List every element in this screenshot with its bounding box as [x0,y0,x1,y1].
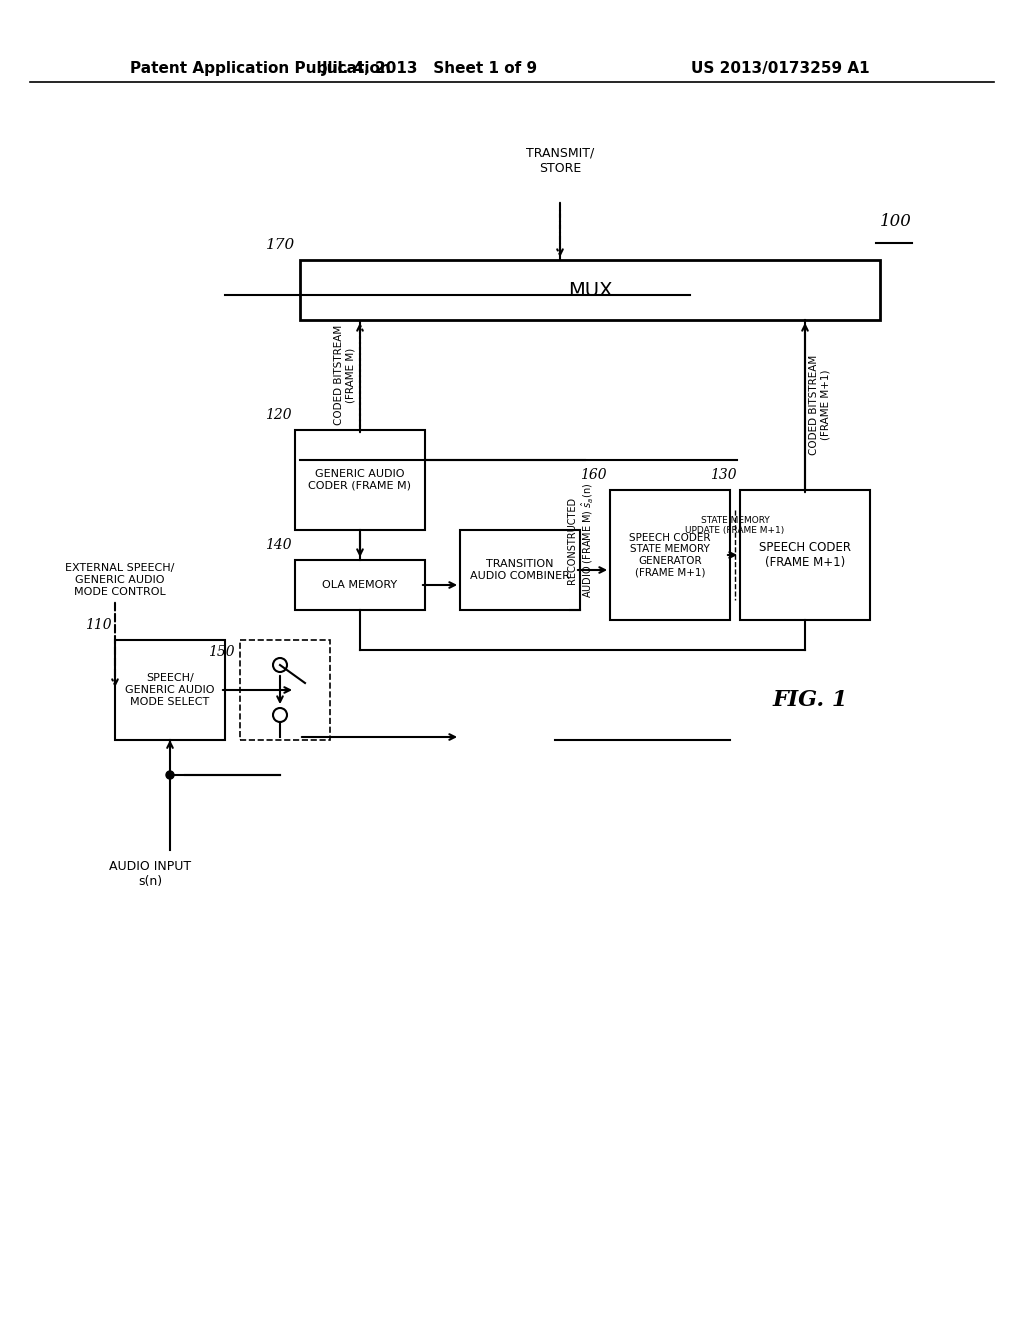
Text: TRANSITION
AUDIO COMBINER: TRANSITION AUDIO COMBINER [470,560,570,581]
Bar [300,260,880,319]
Text: CODED BITSTREAM
(FRAME M): CODED BITSTREAM (FRAME M) [334,325,355,425]
Text: CODED BITSTREAM
(FRAME M+1): CODED BITSTREAM (FRAME M+1) [809,355,830,455]
Text: STATE MEMORY
UPDATE (FRAME M+1): STATE MEMORY UPDATE (FRAME M+1) [685,516,784,535]
Bar [295,560,425,610]
Text: AUDIO INPUT
s(n): AUDIO INPUT s(n) [109,861,191,888]
Bar [240,640,330,741]
Text: 150: 150 [208,645,234,659]
Text: 140: 140 [265,539,292,552]
Text: EXTERNAL SPEECH/
GENERIC AUDIO
MODE CONTROL: EXTERNAL SPEECH/ GENERIC AUDIO MODE CONT… [65,564,174,597]
Text: SPEECH CODER
STATE MEMORY
GENERATOR
(FRAME M+1): SPEECH CODER STATE MEMORY GENERATOR (FRA… [630,532,711,577]
Bar [740,490,870,620]
Text: 170: 170 [266,238,295,252]
Text: 120: 120 [265,408,292,422]
Bar [295,430,425,531]
Text: GENERIC AUDIO
CODER (FRAME M): GENERIC AUDIO CODER (FRAME M) [308,469,412,491]
Text: RECONSTRUCTED
AUDIO (FRAME M) $\hat{s}_a$(n): RECONSTRUCTED AUDIO (FRAME M) $\hat{s}_a… [566,482,595,598]
Text: 100: 100 [880,213,912,230]
Bar [115,640,225,741]
Text: 110: 110 [85,618,112,632]
Text: Jul. 4, 2013   Sheet 1 of 9: Jul. 4, 2013 Sheet 1 of 9 [322,61,538,75]
Text: SPEECH/
GENERIC AUDIO
MODE SELECT: SPEECH/ GENERIC AUDIO MODE SELECT [125,673,215,706]
Text: SPEECH CODER
(FRAME M+1): SPEECH CODER (FRAME M+1) [759,541,851,569]
Text: Patent Application Publication: Patent Application Publication [130,61,391,75]
Bar [610,490,730,620]
Text: US 2013/0173259 A1: US 2013/0173259 A1 [691,61,870,75]
Text: 160: 160 [581,469,607,482]
Text: FIG. 1: FIG. 1 [772,689,848,711]
Text: OLA MEMORY: OLA MEMORY [323,579,397,590]
Text: MUX: MUX [567,281,612,300]
Text: 130: 130 [711,469,737,482]
Text: TRANSMIT/
STORE: TRANSMIT/ STORE [526,147,594,176]
Circle shape [166,771,174,779]
Bar [460,531,580,610]
